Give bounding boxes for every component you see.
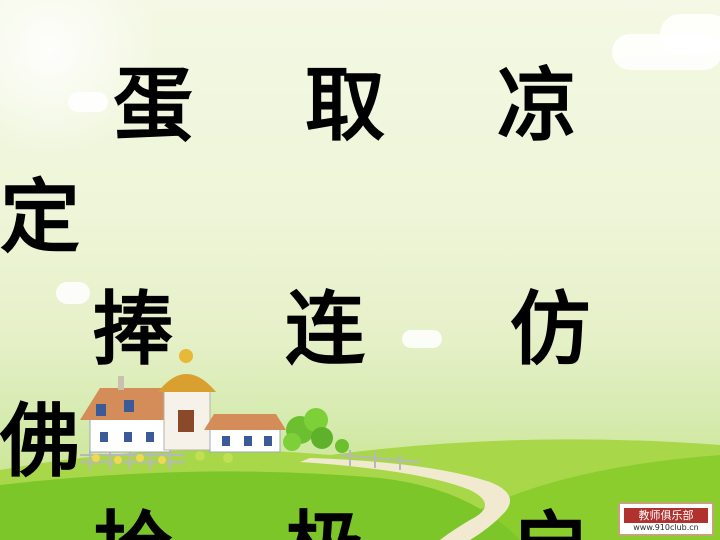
character: 捧 bbox=[93, 283, 173, 376]
front-meadow bbox=[0, 471, 520, 540]
character: 凉 bbox=[497, 59, 577, 152]
character: 启 bbox=[510, 510, 590, 540]
character: 定 bbox=[0, 171, 80, 264]
fence bbox=[80, 450, 421, 470]
character: 蛋 bbox=[113, 59, 193, 152]
character: 极 bbox=[285, 510, 365, 540]
cloud bbox=[660, 14, 720, 54]
character: 仿 bbox=[510, 283, 590, 376]
character: 拾 bbox=[93, 510, 173, 540]
character: 连 bbox=[285, 283, 365, 376]
cloud bbox=[402, 330, 442, 348]
character: 取 bbox=[305, 59, 385, 152]
side-house bbox=[204, 414, 286, 453]
tower bbox=[158, 349, 216, 451]
trees bbox=[283, 408, 349, 453]
logo-url: www.910club.cn bbox=[633, 523, 699, 532]
winding-path bbox=[300, 458, 510, 540]
logo-name: 教师俱乐部 bbox=[624, 508, 708, 523]
character: 佛 bbox=[0, 395, 80, 488]
cloud bbox=[68, 92, 108, 112]
shrubs bbox=[92, 451, 233, 464]
cottage bbox=[80, 376, 185, 453]
site-logo: 教师俱乐部 www.910club.cn bbox=[618, 502, 714, 536]
cloud bbox=[56, 282, 90, 304]
